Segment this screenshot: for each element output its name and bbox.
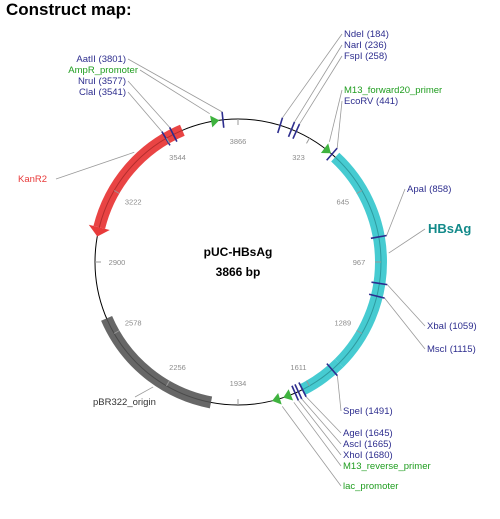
axis-tick-label: 1934 (230, 379, 247, 388)
feature-arc-pbr322-origin (101, 315, 213, 409)
axis-tick-label: 1611 (290, 363, 306, 372)
leader-clai (127, 91, 163, 132)
leader-aatii (127, 58, 223, 113)
axis-tick (306, 380, 310, 387)
axis-tick-label: 323 (292, 153, 305, 162)
axis-tick (356, 330, 363, 334)
site-tick-msci (368, 293, 385, 299)
axis-tick-label: 645 (337, 198, 350, 207)
feature-arc-lac (299, 358, 344, 395)
feature-arc-edge-lac (302, 362, 340, 391)
leader-ecorv (336, 100, 343, 149)
axis-tick (166, 380, 170, 387)
feature-arc-edge-hbsag (334, 156, 382, 364)
site-label-xbai: XbaI (1059) (427, 321, 477, 332)
site-label-asci: AscI (1665) (343, 439, 392, 450)
feature-label-m13-forward20-primer: M13_forward20_primer (344, 85, 442, 96)
feature-arrow-ampr-promoter (210, 115, 220, 128)
feature-label-pbr322-origin: pBR322_origin (93, 397, 156, 408)
leader-kanr2 (55, 151, 135, 180)
leader-hbsag (388, 228, 426, 254)
leader-agei (305, 396, 342, 434)
leader-ndei (282, 33, 343, 118)
site-tick-agei (298, 382, 307, 398)
leader-lac-promoter (281, 406, 342, 487)
axis-tick (166, 137, 170, 144)
site-label-fspi: FspI (258) (344, 51, 387, 62)
site-label-msci: MscI (1115) (427, 344, 476, 355)
site-label-aatii: AatII (3801) (76, 54, 126, 65)
axis-tick (356, 190, 363, 194)
leader-nari (294, 44, 343, 123)
feature-label-m13-reverse-primer: M13_reverse_primer (343, 461, 431, 472)
leader-nrui (127, 80, 170, 128)
leader-pbr322-origin (134, 386, 154, 398)
site-label-xhoi: XhoI (1680) (343, 450, 393, 461)
axis-tick-label: 967 (353, 258, 366, 267)
site-tick-ndei (277, 117, 284, 134)
feature-arc-edge-kanr2 (98, 129, 183, 228)
plasmid-name: pUC-HBsAg (204, 245, 273, 259)
site-tick-asci (294, 384, 303, 400)
plasmid-size: 3866 bp (216, 265, 261, 279)
feature-arrow-m13-reverse-primer (283, 389, 294, 401)
site-label-spei: SpeI (1491) (343, 406, 393, 417)
leader-m13-forward20-primer (329, 89, 343, 142)
site-tick-nrui (168, 126, 178, 142)
site-label-nari: NarI (236) (344, 40, 387, 51)
site-label-clai: ClaI (3541) (79, 87, 126, 98)
axis-tick-label: 3866 (230, 137, 247, 146)
feature-arrow-lac-promoter (272, 392, 282, 405)
site-tick-ecorv (326, 147, 338, 161)
feature-arc-edge-pbr322-origin (106, 318, 212, 403)
site-tick-fspi (292, 123, 301, 140)
axis-tick-label: 1289 (334, 319, 351, 328)
axis-tick-label: 2900 (109, 258, 126, 267)
feature-arrow-kanr2 (88, 224, 110, 237)
leader-apai (386, 188, 406, 236)
leader-m13-reverse-primer (293, 402, 342, 467)
site-label-ecorv: EcoRV (441) (344, 96, 398, 107)
feature-label-kanr2: KanR2 (18, 174, 47, 185)
leader-xhoi (298, 400, 342, 456)
site-tick-xhoi (291, 385, 300, 401)
site-label-agei: AgeI (1645) (343, 428, 393, 439)
axis-tick-label: 2578 (125, 319, 142, 328)
feature-arc-kanr2 (93, 124, 185, 229)
leader-msci (384, 297, 426, 350)
axis-tick (306, 137, 310, 144)
site-tick-aatii (221, 111, 225, 128)
site-tick-xbai (371, 281, 388, 286)
leader-fspi (299, 55, 343, 125)
site-label-apai: ApaI (858) (407, 184, 451, 195)
site-tick-spei (326, 363, 338, 377)
leader-ampr-promoter (139, 69, 210, 115)
feature-arrow-m13-forward20-primer (320, 143, 331, 154)
leader-spei (336, 375, 342, 412)
axis-tick-label: 3222 (125, 198, 142, 207)
site-tick-nari (287, 121, 296, 138)
feature-label-lac-promoter: lac_promoter (343, 481, 398, 492)
leader-xbai (387, 284, 426, 327)
site-tick-apai (370, 234, 387, 240)
page-title: Construct map: (6, 0, 132, 19)
feature-label-hbsag: HBsAg (428, 221, 471, 236)
feature-arc-hbsag (331, 152, 387, 368)
axis-tick (113, 330, 120, 334)
leader-asci (301, 398, 342, 445)
feature-label-ampr-promoter: AmpR_promoter (68, 65, 138, 76)
site-label-ndei: NdeI (184) (344, 29, 389, 40)
site-label-nrui: NruI (3577) (78, 76, 126, 87)
site-tick-clai (161, 131, 171, 146)
axis-tick-label: 2256 (169, 363, 186, 372)
axis-tick-label: 3544 (169, 153, 186, 162)
axis-tick (113, 190, 120, 194)
